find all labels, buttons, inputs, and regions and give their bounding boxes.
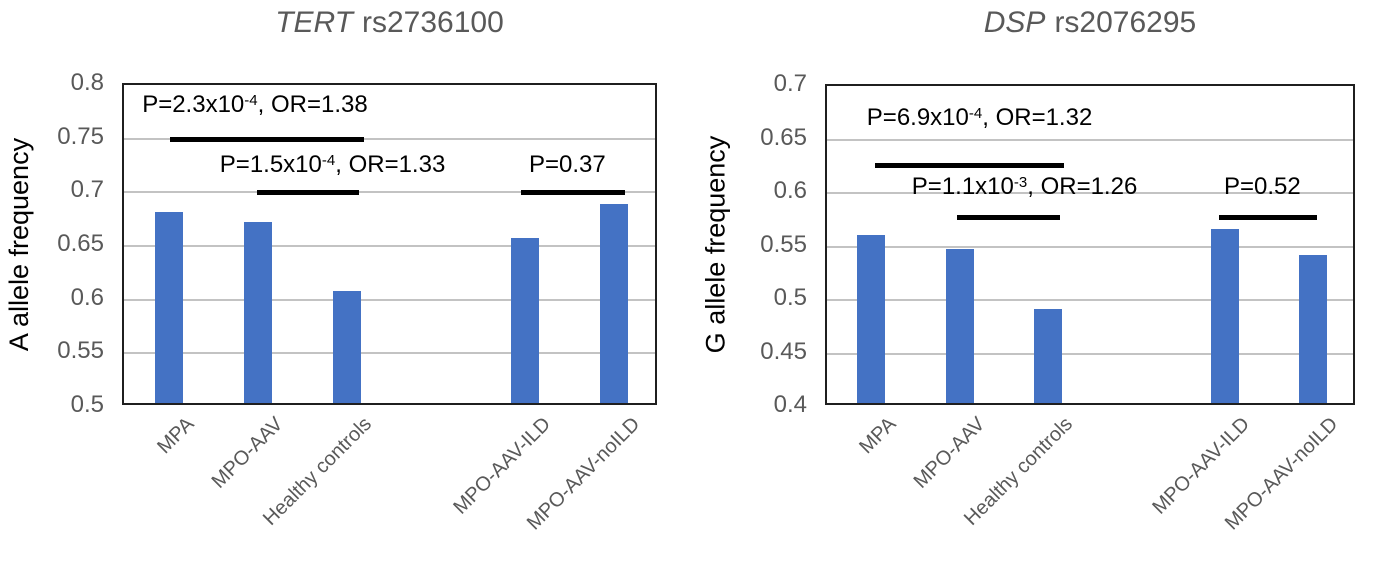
- bar-MPO-AAV-ILD: [511, 237, 540, 403]
- y-tick-0.65: 0.65: [57, 230, 104, 257]
- y-tick-0.5: 0.5: [70, 391, 104, 418]
- annotation-label-2: P=1.5x10-4, OR=1.33: [219, 150, 446, 178]
- gene-name-tert: TERT: [275, 6, 353, 39]
- gridline: [827, 245, 1353, 248]
- bar-MPO-AAV-noILD: [1298, 255, 1327, 403]
- gridline: [124, 352, 655, 355]
- y-tick-0.55: 0.55: [760, 230, 807, 258]
- y-tick-0.75: 0.75: [57, 122, 104, 150]
- y-tick-0.6: 0.6: [773, 177, 807, 204]
- significance-bracket-1: [875, 163, 1064, 169]
- chart-title-tert: TERT rs2736100: [122, 6, 657, 40]
- y-axis-title-text: G allele frequency: [700, 135, 731, 354]
- bar-MPA: [857, 235, 886, 403]
- gridline: [124, 191, 655, 194]
- bar-MPO-AAV: [945, 248, 974, 403]
- gridline: [827, 352, 1353, 355]
- significance-bracket-3: [521, 190, 626, 196]
- category-label-MPA: MPA: [855, 413, 901, 459]
- significance-bracket-1: [170, 136, 365, 142]
- y-tick-labels-right: 0.7 0.65 0.6 0.55 0.5 0.45 0.4: [731, 70, 815, 418]
- y-axis-title-right: G allele frequency: [698, 84, 734, 405]
- significance-bracket-3: [1219, 214, 1318, 220]
- significance-bracket-2: [257, 190, 359, 196]
- y-tick-0.4: 0.4: [773, 391, 807, 418]
- y-tick-0.8: 0.8: [70, 69, 104, 96]
- y-tick-0.5: 0.5: [773, 284, 807, 311]
- category-label-MPO-AAV: MPO-AAV: [909, 413, 990, 493]
- gene-name-dsp: DSP: [983, 6, 1046, 39]
- annotation-label-1: P=2.3x10-4, OR=1.38: [142, 91, 368, 119]
- significance-bracket-2: [956, 214, 1061, 220]
- y-tick-0.6: 0.6: [70, 283, 104, 311]
- gridline: [827, 138, 1353, 141]
- annotation-label-2: P=1.1x10-3, OR=1.26: [911, 173, 1138, 201]
- y-tick-0.7: 0.7: [70, 176, 104, 204]
- bar-MPO-AAV-ILD: [1210, 228, 1239, 403]
- y-tick-0.7: 0.7: [773, 70, 807, 97]
- bar-Healthy controls: [332, 291, 361, 403]
- gridline: [124, 137, 655, 140]
- bar-MPO-AAV: [243, 221, 272, 403]
- gridline: [124, 245, 655, 247]
- y-tick-0.45: 0.45: [760, 337, 807, 365]
- annotation-label-3: P=0.37: [529, 150, 606, 178]
- chart-title-dsp: DSP rs2076295: [825, 6, 1355, 40]
- bar-Healthy controls: [1033, 308, 1062, 403]
- gridline: [827, 192, 1353, 194]
- y-tick-0.65: 0.65: [760, 123, 807, 151]
- plot-area-left: P=2.3x10-4, OR=1.38 P=1.5x10-4, OR=1.33 P=…: [122, 83, 657, 405]
- annotation-label-3: P=0.52: [1224, 173, 1301, 201]
- gridline: [827, 299, 1353, 301]
- y-tick-labels-left: 0.8 0.75 0.7 0.65 0.6 0.55 0.5: [28, 69, 112, 418]
- variant-id-dsp: rs2076295: [1054, 6, 1197, 39]
- plot-area-right: P=6.9x10-4, OR=1.32 P=1.1x10-3, OR=1.26 P=…: [825, 84, 1355, 405]
- gridline: [124, 298, 655, 301]
- bar-MPO-AAV-noILD: [600, 204, 629, 403]
- variant-id-tert: rs2736100: [362, 6, 504, 39]
- bar-MPA: [154, 211, 183, 403]
- annotation-label-1: P=6.9x10-4, OR=1.32: [866, 103, 1093, 131]
- x-category-labels-right: MPA MPO-AAV Healthy controls MPO-AAV-ILD MPO…: [825, 405, 1355, 575]
- y-tick-0.55: 0.55: [57, 337, 104, 365]
